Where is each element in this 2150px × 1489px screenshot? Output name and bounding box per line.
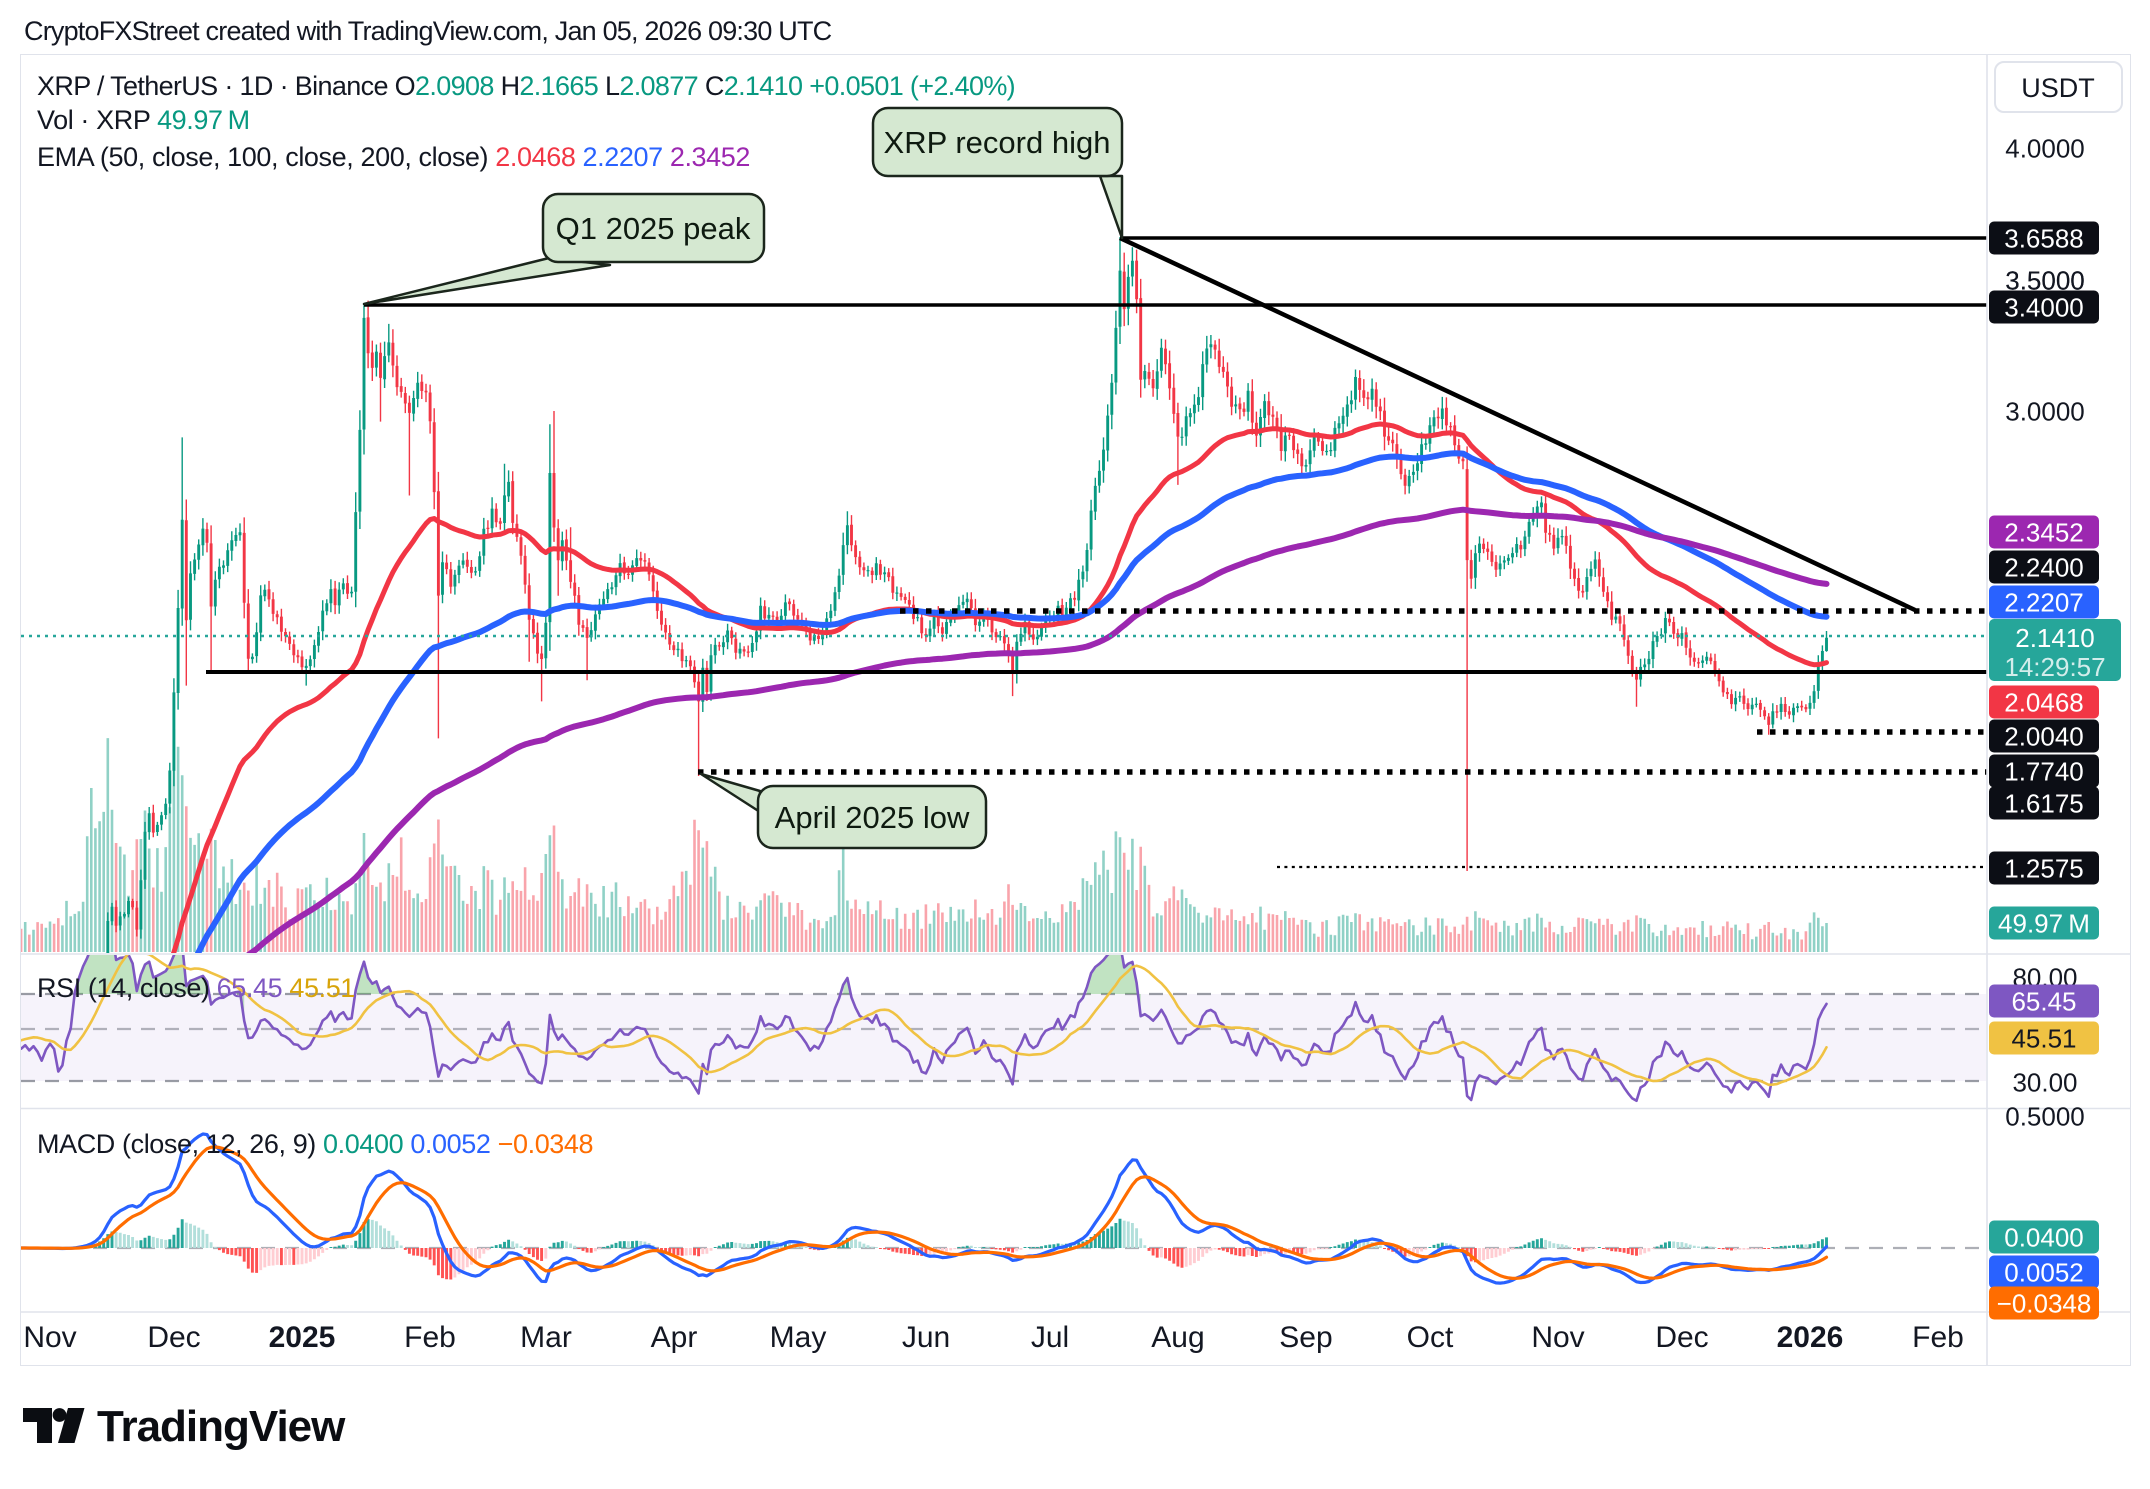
svg-text:−0.0348: −0.0348 — [1997, 1289, 2092, 1319]
svg-text:Aug: Aug — [1151, 1321, 1204, 1354]
svg-text:TradingView: TradingView — [97, 1402, 346, 1451]
svg-text:2.2207: 2.2207 — [2004, 588, 2084, 618]
svg-text:30.00: 30.00 — [2012, 1068, 2077, 1098]
svg-text:May: May — [770, 1321, 827, 1354]
svg-text:Jun: Jun — [902, 1321, 950, 1354]
svg-text:XRP / TetherUS · 1D · Binance: XRP / TetherUS · 1D · Binance O2.0908 H2… — [37, 71, 1015, 101]
svg-text:0.0400: 0.0400 — [2004, 1223, 2084, 1253]
svg-text:14:29:57: 14:29:57 — [2004, 652, 2105, 682]
svg-text:Feb: Feb — [1912, 1321, 1964, 1354]
svg-text:Apr: Apr — [651, 1321, 698, 1354]
svg-text:1.7740: 1.7740 — [2004, 757, 2084, 787]
svg-text:3.0000: 3.0000 — [2005, 397, 2085, 427]
svg-text:2025: 2025 — [269, 1321, 336, 1354]
svg-text:USDT: USDT — [2021, 73, 2095, 103]
svg-text:CryptoFXStreet created with Tr: CryptoFXStreet created with TradingView.… — [24, 16, 832, 46]
svg-text:Mar: Mar — [520, 1321, 572, 1354]
svg-text:Feb: Feb — [404, 1321, 456, 1354]
svg-text:EMA (50, close, 100, close, 20: EMA (50, close, 100, close, 200, close) … — [37, 142, 750, 172]
svg-text:49.97 M: 49.97 M — [1998, 909, 2090, 939]
svg-text:2.0468: 2.0468 — [2004, 688, 2084, 718]
svg-text:XRP record high: XRP record high — [884, 125, 1111, 160]
svg-text:April 2025 low: April 2025 low — [775, 800, 970, 835]
svg-text:4.0000: 4.0000 — [2005, 134, 2085, 164]
svg-text:Oct: Oct — [1407, 1321, 1454, 1354]
svg-text:0.5000: 0.5000 — [2005, 1102, 2085, 1132]
svg-text:0.0052: 0.0052 — [2004, 1258, 2084, 1288]
svg-text:Sep: Sep — [1279, 1321, 1332, 1354]
svg-text:Nov: Nov — [1531, 1321, 1584, 1354]
svg-text:Dec: Dec — [147, 1321, 200, 1354]
svg-text:Nov: Nov — [23, 1321, 76, 1354]
svg-text:Jul: Jul — [1031, 1321, 1069, 1354]
svg-text:2.1410: 2.1410 — [2015, 623, 2095, 653]
svg-text:3.4000: 3.4000 — [2004, 293, 2084, 323]
svg-text:RSI (14, close) 65.45 45.51: RSI (14, close) 65.45 45.51 — [37, 973, 355, 1003]
svg-text:2.3452: 2.3452 — [2004, 518, 2084, 548]
svg-text:2.2400: 2.2400 — [2004, 553, 2084, 583]
svg-text:Dec: Dec — [1655, 1321, 1708, 1354]
svg-text:Vol · XRP 49.97 M: Vol · XRP 49.97 M — [37, 105, 250, 135]
svg-text:45.51: 45.51 — [2011, 1024, 2076, 1054]
svg-text:2.0040: 2.0040 — [2004, 722, 2084, 752]
svg-text:3.6588: 3.6588 — [2004, 224, 2084, 254]
svg-text:2026: 2026 — [1777, 1321, 1844, 1354]
svg-text:1.2575: 1.2575 — [2004, 854, 2084, 884]
svg-text:Q1 2025 peak: Q1 2025 peak — [556, 211, 751, 246]
svg-text:65.45: 65.45 — [2011, 987, 2076, 1017]
svg-text:MACD (close, 12, 26, 9) 0.0400: MACD (close, 12, 26, 9) 0.0400 0.0052 −0… — [37, 1129, 593, 1159]
svg-text:1.6175: 1.6175 — [2004, 789, 2084, 819]
